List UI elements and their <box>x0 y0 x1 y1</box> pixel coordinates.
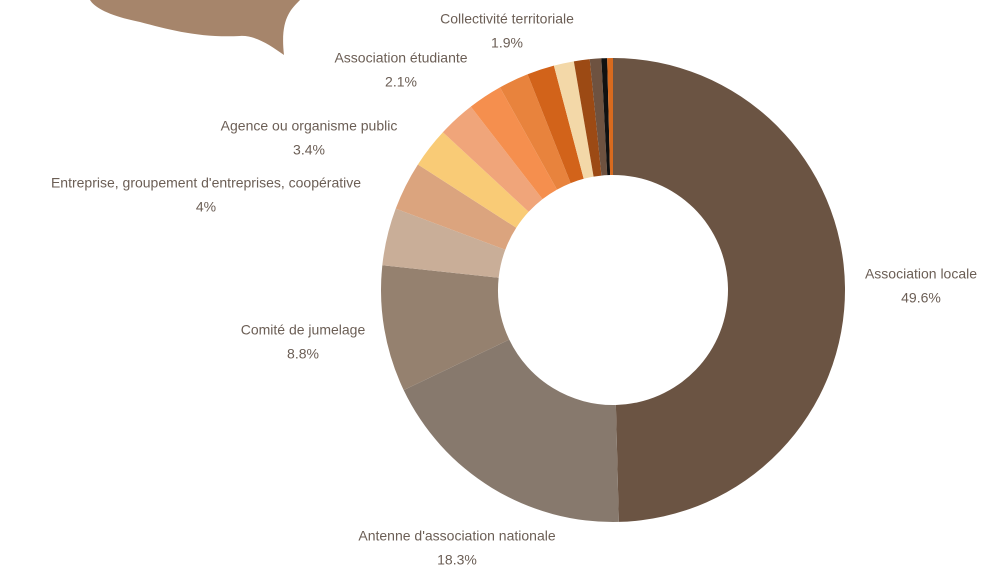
slice-label: Comité de jumelage <box>241 322 366 338</box>
slice <box>380 265 510 391</box>
slice <box>613 57 846 522</box>
slice <box>499 74 571 190</box>
slice-label: Agence ou organisme public <box>221 118 398 134</box>
value-label: 3.4% <box>293 142 325 158</box>
value-label: 8.8% <box>287 346 319 362</box>
slice <box>403 339 619 523</box>
slice <box>442 106 543 212</box>
value-label: 49.6% <box>901 290 941 306</box>
slice <box>573 59 602 177</box>
slice-label: Collectivité territoriale <box>440 11 574 27</box>
decoration <box>90 0 300 55</box>
value-label: 2.1% <box>385 74 417 90</box>
slice-label: Association étudiante <box>334 50 467 66</box>
value-label: 4% <box>196 199 216 215</box>
slice-label: Antenne d'association nationale <box>358 528 555 544</box>
slice <box>382 208 506 278</box>
value-label: 18.3% <box>437 552 477 568</box>
slice <box>470 87 557 200</box>
slice <box>527 65 584 184</box>
slice <box>395 164 517 250</box>
slice <box>607 58 613 176</box>
slice <box>417 132 529 228</box>
slice <box>601 58 611 176</box>
slice-label: Association locale <box>865 266 977 282</box>
value-label: 1.9% <box>491 35 523 51</box>
slice <box>553 61 594 179</box>
slice <box>589 58 608 176</box>
slice-label: Entreprise, groupement d'entreprises, co… <box>51 175 361 191</box>
